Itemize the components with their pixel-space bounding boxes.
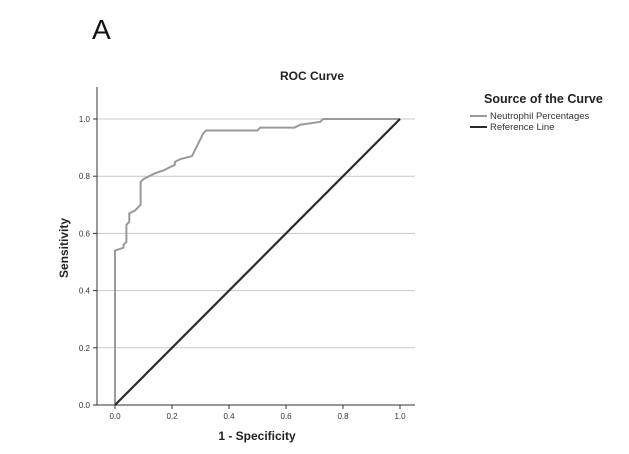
x-tick-label: 0.6 [280,412,292,421]
legend-title: Source of the Curve [484,92,603,106]
legend-entry-reference: Reference Line [490,122,554,133]
y-tick-label: 0.6 [79,229,91,238]
y-tick-label: 0.4 [79,287,91,296]
x-tick-label: 1.0 [394,412,406,421]
y-tick-label: 0.2 [79,344,91,353]
y-tick-label: 0.0 [79,401,91,410]
reference-line [114,118,401,406]
x-axis-ticks: 0.0 0.2 0.4 0.6 0.8 1.0 [109,405,406,421]
legend: Source of the Curve Neutrophil Percentag… [470,92,603,133]
x-tick-label: 0.0 [109,412,121,421]
x-axis-title: 1 - Specificity [218,429,296,443]
y-tick-label: 0.8 [79,172,91,181]
x-tick-label: 0.8 [337,412,349,421]
y-axis-ticks: 0.0 0.2 0.4 0.6 0.8 1.0 [79,115,97,410]
chart-title: ROC Curve [280,69,344,83]
series-layer [114,118,401,406]
legend-entry-neutrophil: Neutrophil Percentages [490,111,590,122]
roc-curve-neutrophil-percentages [114,118,400,405]
y-tick-label: 1.0 [79,115,91,124]
panel-label: A [92,14,111,45]
y-axis-title: Sensitivity [57,218,71,278]
x-tick-label: 0.4 [223,412,235,421]
x-tick-label: 0.2 [166,412,178,421]
